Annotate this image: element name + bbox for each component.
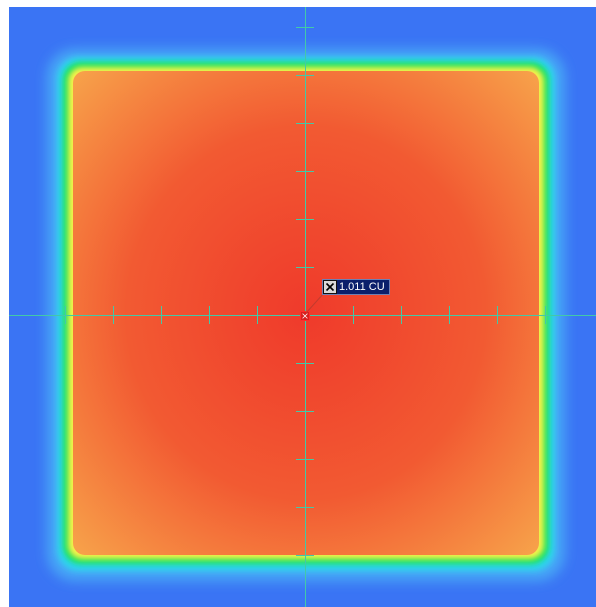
crosshair-tick-vertical — [296, 27, 314, 28]
crosshair-tick-vertical — [296, 123, 314, 124]
readout-label: 1.011 CU — [322, 279, 390, 295]
crosshair-tick-horizontal — [113, 306, 114, 324]
crosshair-tick-vertical — [296, 459, 314, 460]
crosshair-tick-vertical — [296, 555, 314, 556]
crosshair-tick-vertical — [296, 411, 314, 412]
readout-value: 1.011 CU — [339, 281, 385, 293]
crosshair-tick-horizontal — [497, 306, 498, 324]
crosshair-tick-vertical — [296, 75, 314, 76]
crosshair-tick-horizontal — [257, 306, 258, 324]
crosshair-vertical — [305, 7, 306, 607]
crosshair-tick-vertical — [296, 267, 314, 268]
crosshair-tick-horizontal — [449, 306, 450, 324]
probe-x-icon — [302, 313, 308, 319]
crosshair-tick-horizontal — [65, 306, 66, 324]
close-icon[interactable] — [323, 280, 337, 294]
readout-leader-line — [306, 292, 325, 314]
crosshair-tick-horizontal — [401, 306, 402, 324]
crosshair-tick-horizontal — [161, 306, 162, 324]
intensity-map — [9, 7, 596, 607]
crosshair-tick-vertical — [296, 363, 314, 364]
crosshair-tick-vertical — [296, 507, 314, 508]
crosshair-tick-horizontal — [545, 306, 546, 324]
intensity-map-graphic — [47, 49, 565, 581]
crosshair-tick-vertical — [296, 171, 314, 172]
intensity-map-viewport[interactable]: 1.011 CU — [9, 7, 596, 607]
probe-marker[interactable] — [300, 311, 310, 321]
crosshair-tick-horizontal — [353, 306, 354, 324]
crosshair-tick-horizontal — [209, 306, 210, 324]
crosshair-tick-vertical — [296, 219, 314, 220]
